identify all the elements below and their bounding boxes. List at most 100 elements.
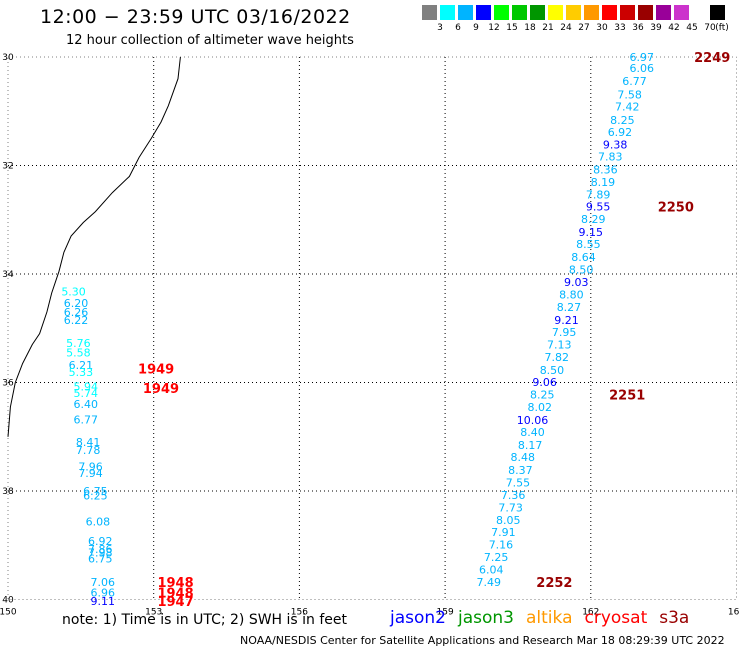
coastline-path [7, 56, 181, 437]
lon-tick-label: 156 [291, 608, 308, 618]
swh-label: 7.13 [547, 339, 572, 352]
map-border [7, 56, 737, 600]
scale-unit: (ft) [715, 23, 729, 33]
lat-tick-label: 34 [2, 270, 14, 280]
lon-tick-label: 165 [728, 608, 740, 618]
swh-label: 7.36 [501, 489, 526, 502]
scale-swatch [692, 5, 707, 20]
lon-tick-label: 159 [437, 608, 454, 618]
swh-label: 5.74 [73, 387, 98, 400]
swh-label: 6.92 [88, 535, 113, 548]
swh-label: 6.20 [64, 297, 89, 310]
swh-label: 7.91 [491, 526, 516, 539]
swh-label: 7.42 [615, 100, 640, 113]
swh-label: 7.98 [88, 546, 113, 559]
scale-label: 15 [506, 23, 518, 33]
scale-label: 24 [560, 23, 572, 33]
swh-label: 8.40 [520, 426, 545, 439]
swh-label: 8.02 [528, 401, 553, 414]
swh-label: 7.25 [484, 551, 509, 564]
scale-label: 45 [686, 23, 698, 33]
swh-label: 7.95 [552, 326, 577, 339]
lat-tick-label: 32 [2, 162, 13, 172]
latitude-axis: 30 32 34 36 38 40 [2, 53, 14, 606]
scale-label: 9 [473, 23, 479, 33]
scale-label: 42 [668, 23, 680, 33]
scale-swatch [494, 5, 509, 20]
swh-label: 9.38 [603, 138, 628, 151]
scale-label: 18 [524, 23, 536, 33]
scale-swatch [440, 5, 455, 20]
swh-label: 7.58 [617, 88, 642, 101]
swh-label: 7.55 [506, 476, 531, 489]
scale-label: 6 [455, 23, 461, 33]
map-title: 12:00 − 23:59 UTC 03/16/2022 [40, 6, 351, 28]
altimeter-track-labels: 6.976.066.777.587.428.256.929.387.838.36… [61, 51, 654, 608]
swh-label: 6.96 [90, 586, 115, 599]
swh-label: 8.25 [610, 114, 635, 127]
pass-time-label: 1948 [157, 576, 193, 591]
swh-label: 6.75 [83, 485, 108, 498]
swh-label: 7.83 [598, 150, 623, 163]
swh-label: 8.50 [540, 364, 565, 377]
scale-swatch [548, 5, 563, 20]
swh-label: 6.75 [88, 552, 113, 565]
satellite-name: jason3 [458, 608, 514, 628]
swh-label: 9.03 [564, 276, 589, 289]
swh-label: 6.25 [83, 489, 108, 502]
scale-swatch [584, 5, 599, 20]
swh-label: 8.41 [76, 436, 101, 449]
swh-label: 7.96 [78, 461, 103, 474]
scale-swatch [710, 5, 725, 20]
swh-label: 10.06 [517, 414, 549, 427]
scale-label: 27 [578, 23, 590, 33]
swh-label: 7.73 [498, 501, 523, 514]
lon-tick-label: 162 [582, 608, 599, 618]
satellite-name: s3a [659, 608, 690, 628]
scale-swatch [458, 5, 473, 20]
pass-time-label: 1947 [157, 595, 193, 610]
swh-label: 9.55 [586, 201, 611, 214]
footnote: note: 1) Time is in UTC; 2) SWH is in fe… [62, 612, 348, 628]
map-frame [7, 56, 737, 600]
scale-label: 36 [632, 23, 644, 33]
swh-label: 5.58 [66, 347, 91, 360]
map-grid [8, 57, 737, 600]
swh-label: 8.29 [581, 213, 606, 226]
swh-label: 6.40 [73, 398, 98, 411]
swh-label: 7.94 [78, 467, 103, 480]
scale-label: 30 [596, 23, 608, 33]
scale-swatch [674, 5, 689, 20]
lat-tick-label: 38 [2, 487, 14, 497]
swh-label: 8.80 [559, 289, 584, 302]
satellite-legend: jason2 jason3 altika cryosat s3a [390, 608, 701, 628]
swh-label: 9.21 [554, 314, 579, 327]
scale-swatch [638, 5, 653, 20]
scale-swatch [512, 5, 527, 20]
swh-label: 5.33 [69, 366, 94, 379]
longitude-axis: 150 153 156 159 162 165 [0, 608, 740, 618]
lon-tick-label: 150 [0, 608, 17, 618]
swh-label: 8.19 [591, 176, 616, 189]
scale-swatch [602, 5, 617, 20]
swh-label: 6.26 [64, 306, 89, 319]
swh-label: 6.21 [69, 359, 94, 372]
pass-time-label: 1949 [138, 362, 174, 377]
swh-label: 8.64 [571, 251, 596, 264]
lat-tick-label: 40 [2, 596, 14, 606]
swh-label: 6.06 [630, 62, 655, 75]
swh-label: 8.37 [508, 464, 533, 477]
swh-label: 7.89 [586, 188, 611, 201]
satellite-name: altika [526, 608, 573, 628]
scale-swatch [422, 5, 437, 20]
pass-time-label: 2251 [609, 388, 645, 403]
swh-label: 8.48 [511, 451, 536, 464]
swh-label: 8.05 [496, 514, 521, 527]
scale-label: 39 [650, 23, 662, 33]
pass-time-label: 1948 [157, 586, 193, 601]
scale-swatch [656, 5, 671, 20]
scale-swatch [530, 5, 545, 20]
scale-label: 33 [614, 23, 626, 33]
swh-label: 8.55 [576, 238, 601, 251]
